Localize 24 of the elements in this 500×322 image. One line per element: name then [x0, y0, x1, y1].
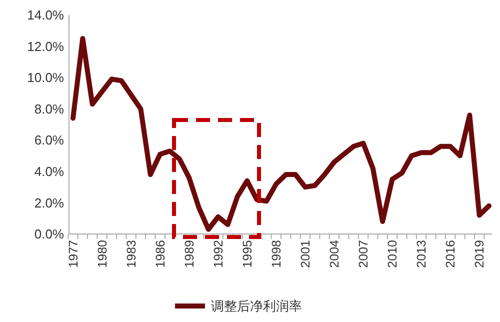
x-tick-label: 2013: [414, 240, 429, 268]
x-tick-label: 1986: [153, 240, 168, 268]
x-tick-label: 1977: [66, 240, 80, 268]
x-tick-label: 1989: [182, 240, 196, 268]
y-tick-label: 6.0%: [34, 132, 64, 148]
x-tick-label: 1983: [124, 240, 138, 268]
y-tick-label: 12.0%: [27, 38, 64, 54]
y-tick-label: 4.0%: [34, 164, 64, 179]
x-tick-label: 2016: [444, 240, 458, 268]
legend-label: 调整后净利润率: [211, 298, 302, 314]
y-tick-label: 0.0%: [34, 226, 64, 242]
y-tick-label: 2.0%: [34, 195, 64, 210]
x-tick-label: 2004: [328, 240, 342, 268]
x-tick-label: 2007: [356, 240, 371, 268]
x-tick-label: 2010: [386, 240, 400, 268]
y-tick-label: 8.0%: [34, 101, 64, 116]
x-tick-label: 2001: [298, 240, 313, 268]
x-tick-label: 1998: [270, 240, 284, 268]
x-tick-label: 1980: [95, 240, 110, 268]
x-tick-label: 1992: [211, 240, 226, 268]
x-tick-label: 2019: [472, 240, 487, 268]
y-tick-label: 14.0%: [27, 8, 64, 23]
x-tick-label: 1995: [240, 240, 255, 268]
y-tick-label: 10.0%: [27, 70, 64, 86]
